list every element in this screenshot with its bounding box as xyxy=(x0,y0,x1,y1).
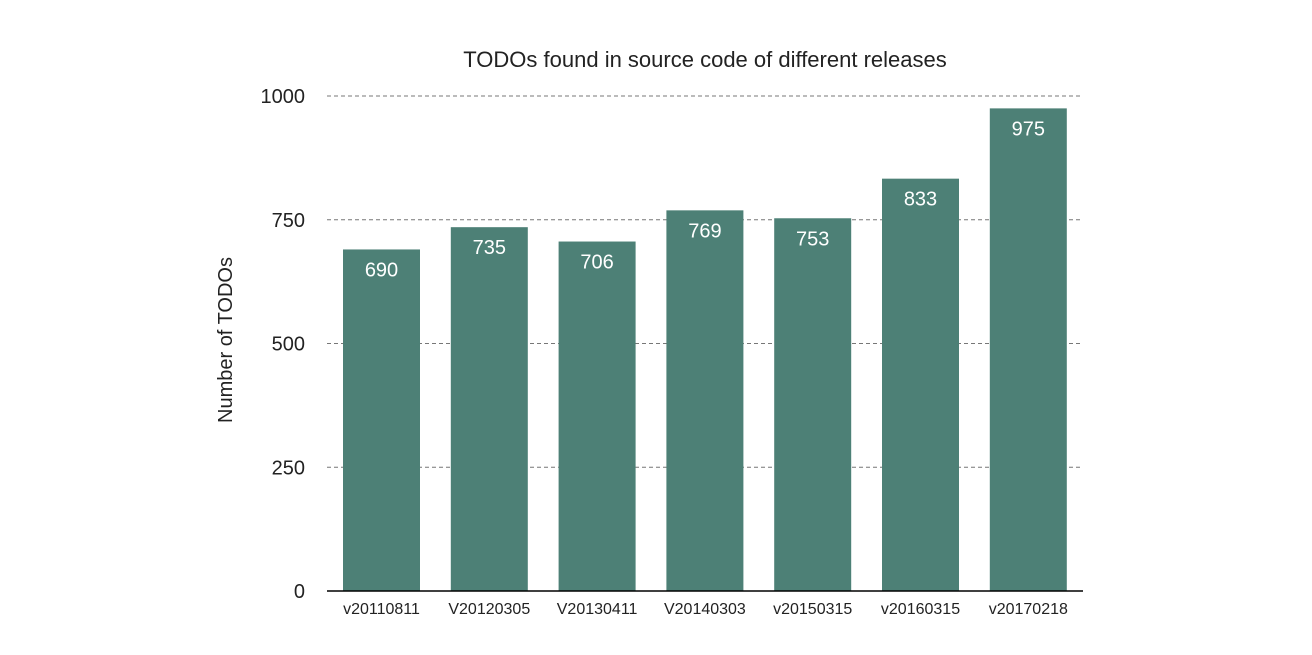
y-tick-label: 0 xyxy=(294,581,305,603)
data-label: 690 xyxy=(365,259,398,281)
x-tick-label: v20160315 xyxy=(881,601,960,618)
y-tick-label: 750 xyxy=(272,210,305,232)
y-tick-labels: 0 250 500 750 1000 xyxy=(261,86,306,603)
x-tick-label: V20140303 xyxy=(664,601,746,618)
data-label: 975 xyxy=(1012,118,1045,140)
y-tick-label: 250 xyxy=(272,457,305,479)
data-label: 833 xyxy=(904,189,937,211)
data-label: 769 xyxy=(688,220,721,242)
bar xyxy=(882,178,959,592)
x-tick-label: V20120305 xyxy=(448,601,530,618)
bar xyxy=(774,218,852,591)
bar xyxy=(989,108,1067,591)
x-tick-label: v20150315 xyxy=(773,601,852,618)
bar xyxy=(558,241,636,591)
data-label: 753 xyxy=(796,228,829,250)
bar xyxy=(450,227,528,592)
data-labels: 690 735 706 769 753 833 975 xyxy=(365,118,1045,281)
bar xyxy=(343,249,420,591)
x-tick-label: V20130411 xyxy=(557,601,638,618)
y-axis-label: Number of TODOs xyxy=(215,257,237,423)
bar xyxy=(666,210,744,591)
data-label: 735 xyxy=(473,237,506,259)
data-label: 706 xyxy=(580,252,613,274)
x-tick-labels: v20110811 V20120305 V20130411 V20140303 v201… xyxy=(343,601,1068,618)
chart-title: TODOs found in source code of different … xyxy=(463,47,946,72)
y-tick-label: 1000 xyxy=(261,86,306,108)
bars xyxy=(343,108,1067,592)
y-tick-label: 500 xyxy=(272,334,305,356)
x-tick-label: v20170218 xyxy=(989,601,1068,618)
x-tick-label: v20110811 xyxy=(343,601,420,618)
